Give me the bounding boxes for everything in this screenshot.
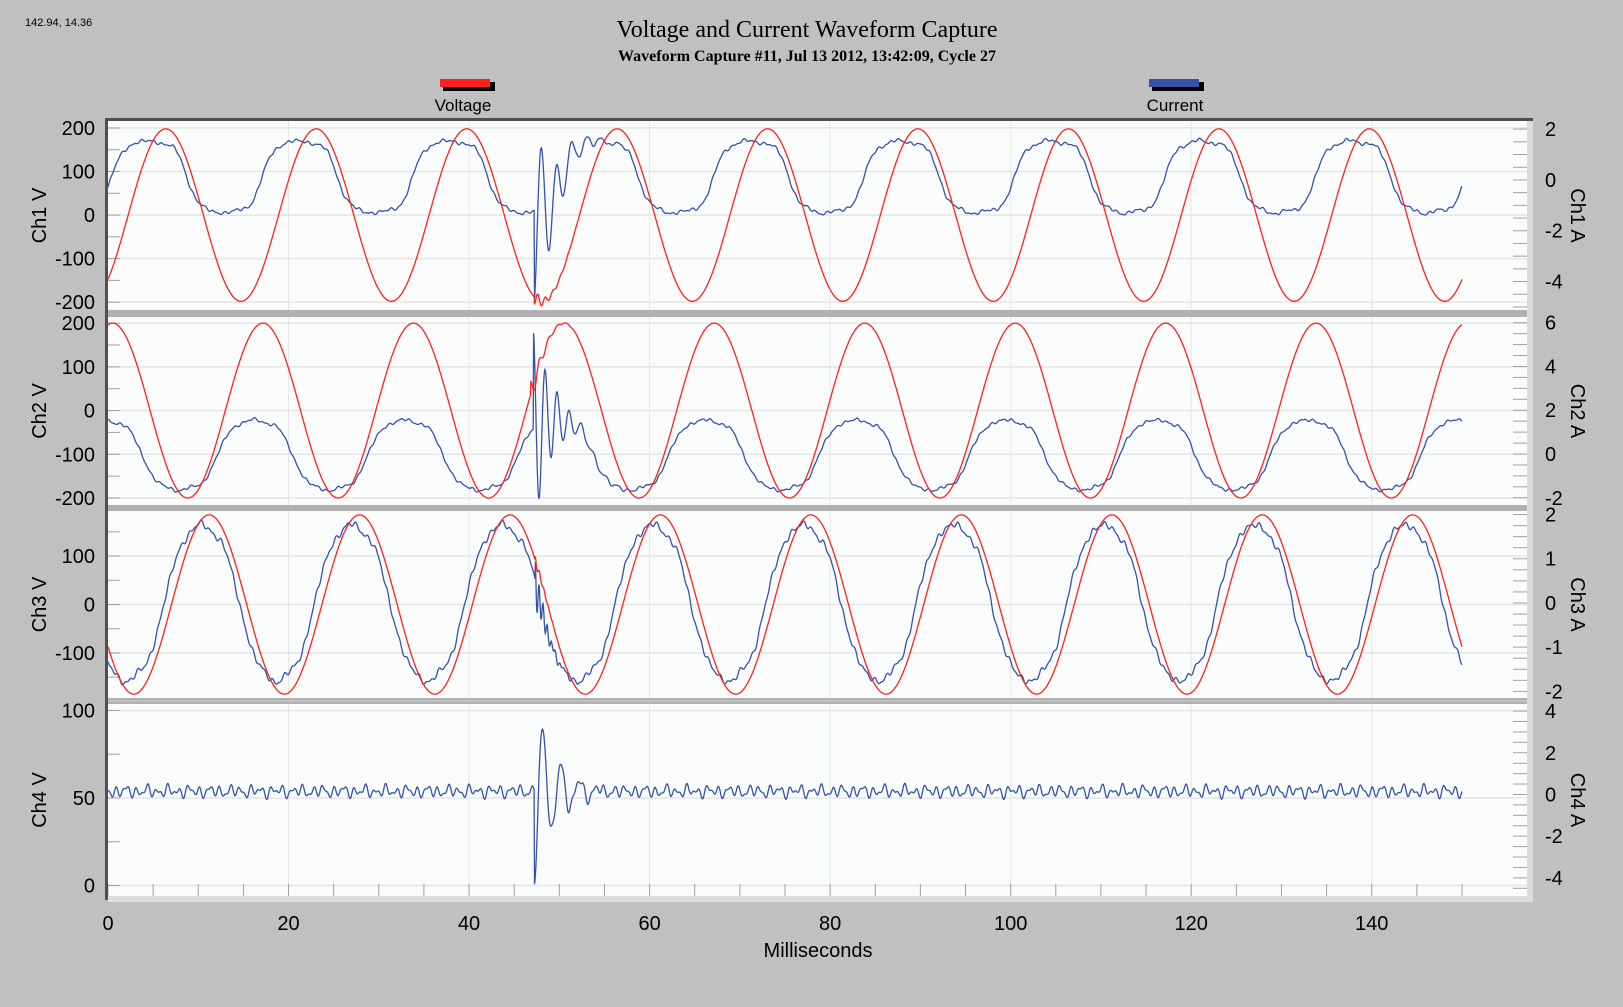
left-axis-title: Ch3 V (29, 576, 51, 632)
series-current-ch3 (107, 519, 1463, 686)
legend-voltage[interactable]: Voltage (435, 79, 495, 115)
x-tick-label: 40 (458, 913, 480, 935)
x-tick-label: 120 (1175, 913, 1208, 935)
left-tick-label: -100 (55, 444, 95, 466)
right-tick-label: 4 (1545, 356, 1556, 378)
left-tick-label: 0 (84, 401, 95, 423)
legend-swatch-voltage (440, 79, 490, 87)
x-tick-label: 80 (819, 913, 841, 935)
series-voltage-ch1 (107, 128, 1463, 307)
top-frame-edge (105, 118, 1533, 121)
right-tick-label: -4 (1545, 868, 1563, 890)
left-tick-label: 100 (62, 546, 95, 568)
right-tick-label: 0 (1545, 593, 1556, 615)
panel-separator (108, 702, 1533, 704)
channel-panel-3: 100 0 -100 2 1 0 -1 -2 Ch3 V Ch3 A (29, 505, 1588, 704)
channel-panel-2: 200 100 0 -100 -200 6 4 2 0 -2 Ch2 V Ch2 A (29, 313, 1588, 510)
chart-subtitle: Waveform Capture #11, Jul 13 2012, 13:42… (618, 48, 996, 65)
x-tick-label: 100 (994, 913, 1027, 935)
series-current-ch1 (107, 136, 1463, 299)
channel-panel-4: 100 50 0 4 2 0 -2 -4 Ch4 V Ch4 A (29, 700, 1588, 897)
right-axis-title: Ch1 A (1566, 188, 1588, 243)
right-axis-title: Ch2 A (1566, 384, 1588, 439)
left-tick-label: -100 (55, 643, 95, 665)
right-axis-title: Ch4 A (1566, 773, 1588, 828)
panel-separator (108, 310, 1533, 317)
legend-current[interactable]: Current (1147, 79, 1204, 115)
right-tick-label: 2 (1545, 400, 1556, 422)
right-tick-label: -2 (1545, 488, 1563, 510)
right-tick-label: 2 (1545, 119, 1556, 141)
left-tick-label: 200 (62, 313, 95, 335)
x-tick-label: 0 (102, 913, 113, 935)
right-tick-label: -4 (1545, 272, 1563, 294)
legend-swatch-current (1149, 79, 1199, 87)
right-tick-label: 1 (1545, 549, 1556, 571)
right-tick-label: 4 (1545, 701, 1556, 723)
left-tick-label: 100 (62, 357, 95, 379)
channel-panel-1: 200 100 0 -100 -200 2 0 -2 -4 Ch1 V Ch1 A (29, 118, 1588, 314)
panel-background (108, 704, 1527, 896)
x-tick-label: 20 (277, 913, 299, 935)
left-tick-label: -200 (55, 292, 95, 314)
right-tick-label: -2 (1545, 221, 1563, 243)
right-tick-label: 2 (1545, 743, 1556, 765)
legend-label-voltage: Voltage (435, 96, 492, 115)
bottom-frame-edge (108, 896, 1533, 902)
series-voltage-ch3 (107, 514, 1463, 695)
x-tick-label: 140 (1355, 913, 1388, 935)
left-axis-title: Ch1 V (29, 187, 51, 243)
x-axis-label: Milliseconds (764, 940, 873, 962)
right-tick-label: -2 (1545, 681, 1563, 703)
left-tick-label: 0 (84, 875, 95, 897)
series-current-ch2 (107, 333, 1463, 499)
right-tick-label: 0 (1545, 784, 1556, 806)
cursor-coordinate-readout: 142.94, 14.36 (25, 17, 92, 29)
series-voltage-ch2 (107, 322, 1463, 499)
left-tick-label: 0 (84, 205, 95, 227)
right-tick-label: -2 (1545, 826, 1563, 848)
chart-title: Voltage and Current Waveform Capture (616, 17, 997, 43)
right-tick-label: -1 (1545, 637, 1563, 659)
right-tick-label: 0 (1545, 444, 1556, 466)
left-tick-label: 100 (62, 700, 95, 722)
right-tick-label: 2 (1545, 505, 1556, 527)
right-tick-label: 0 (1545, 170, 1556, 192)
left-axis-title: Ch4 V (29, 772, 51, 828)
x-tick-label: 60 (638, 913, 660, 935)
left-tick-label: -200 (55, 488, 95, 510)
left-axis-title: Ch2 V (29, 383, 51, 439)
left-tick-label: 100 (62, 162, 95, 184)
left-tick-label: -100 (55, 249, 95, 271)
left-axis-line (105, 118, 108, 900)
right-axis-title: Ch3 A (1566, 577, 1588, 632)
series-current-ch4 (107, 728, 1463, 885)
right-frame-edge (1527, 118, 1533, 902)
left-tick-label: 0 (84, 595, 95, 617)
legend-label-current: Current (1147, 96, 1204, 115)
panel-separator (108, 505, 1533, 511)
left-tick-label: 50 (73, 788, 95, 810)
right-tick-label: 6 (1545, 313, 1556, 335)
left-tick-label: 200 (62, 118, 95, 140)
panel-separator (108, 698, 1533, 700)
